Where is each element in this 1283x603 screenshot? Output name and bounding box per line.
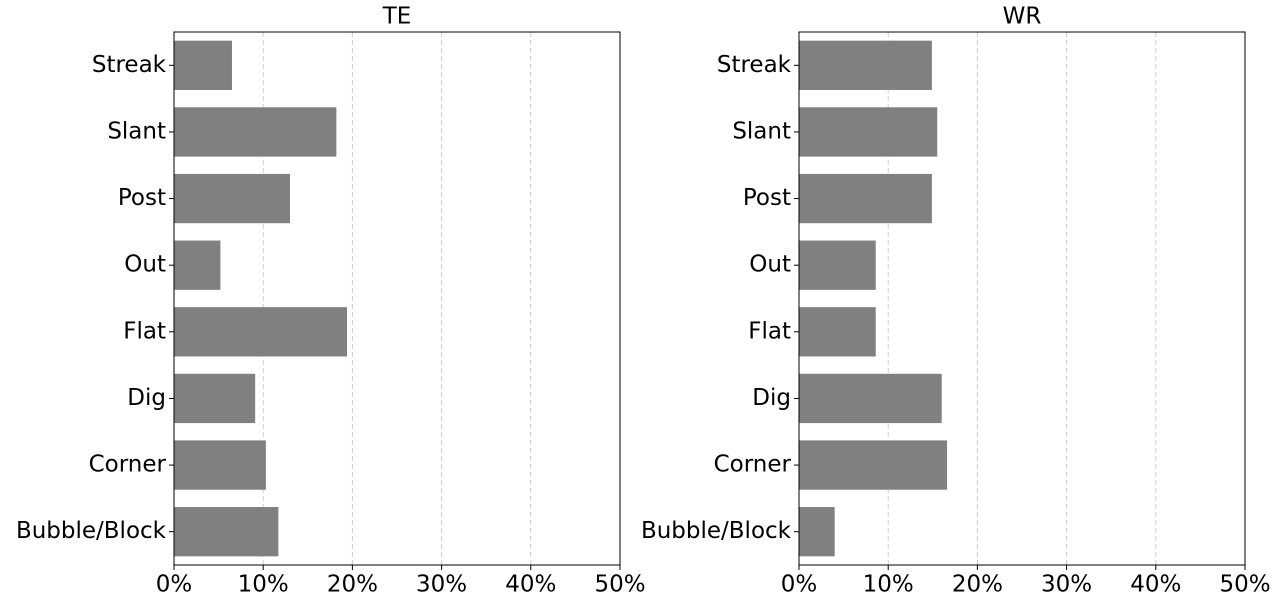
x-tick-label: 50%: [1219, 572, 1270, 598]
y-tick-label: Corner: [714, 452, 792, 478]
bar: [174, 440, 266, 490]
plot-frame: [798, 31, 1246, 566]
x-tick-label: 30%: [416, 572, 467, 598]
bar: [799, 173, 932, 224]
y-tick-label: Streak: [92, 52, 167, 78]
bar: [799, 440, 948, 490]
chart-title: WR: [1003, 4, 1042, 30]
y-tick-label: Post: [743, 185, 791, 211]
bar: [174, 373, 256, 424]
bar: [799, 507, 835, 557]
y-tick-label: Dig: [127, 385, 166, 411]
bar: [799, 40, 932, 90]
bar: [174, 307, 348, 357]
bar: [174, 507, 279, 557]
y-tick-label: Out: [124, 252, 166, 278]
bar: [799, 107, 938, 157]
bar: [174, 240, 221, 290]
x-tick-label: 20%: [952, 572, 1003, 598]
x-tick-label: 50%: [594, 572, 645, 598]
x-tick-label: 20%: [327, 572, 378, 598]
y-tick-label: Flat: [123, 318, 166, 344]
bar: [799, 240, 876, 290]
bar: [799, 307, 876, 357]
y-tick-label: Slant: [732, 118, 791, 144]
x-tick-label: 0%: [781, 572, 818, 598]
x-tick-label: 10%: [863, 572, 914, 598]
x-tick-label: 40%: [1130, 572, 1181, 598]
bar: [799, 373, 942, 424]
x-tick-label: 30%: [1041, 572, 1092, 598]
y-tick-label: Corner: [89, 452, 167, 478]
y-tick-label: Out: [749, 252, 791, 278]
y-tick-label: Post: [118, 185, 166, 211]
plot-frame: [173, 31, 621, 566]
x-tick-label: 40%: [505, 572, 556, 598]
x-tick-label: 0%: [156, 572, 193, 598]
bar: [174, 173, 290, 224]
y-tick-label: Dig: [752, 385, 791, 411]
y-tick-label: Bubble/Block: [641, 518, 792, 544]
bar: [174, 107, 337, 157]
y-tick-label: Streak: [717, 52, 792, 78]
y-tick-label: Slant: [107, 118, 166, 144]
x-tick-label: 10%: [238, 572, 289, 598]
bar: [174, 40, 232, 90]
chart-title: TE: [382, 4, 412, 30]
y-tick-label: Flat: [748, 318, 791, 344]
y-tick-label: Bubble/Block: [16, 518, 167, 544]
